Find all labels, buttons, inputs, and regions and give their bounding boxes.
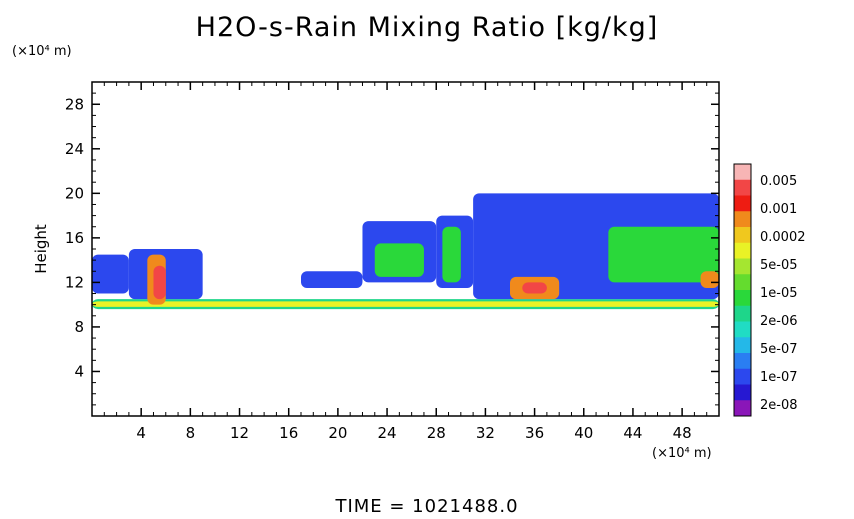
chart-title: H2O-s-Rain Mixing Ratio [kg/kg] xyxy=(195,12,659,43)
y-tick-label: 20 xyxy=(65,184,84,202)
colorbar-swatch xyxy=(734,353,751,370)
colorbar-swatch xyxy=(734,258,751,275)
colorbar-swatch xyxy=(734,211,751,228)
plot-fills xyxy=(92,193,719,310)
x-tick-label: 20 xyxy=(328,424,347,442)
x-axis-unit: (×10⁴ m) xyxy=(652,446,712,461)
y-axis-label: Height xyxy=(32,224,50,274)
heatmap-region xyxy=(442,226,461,283)
y-tick-label: 16 xyxy=(65,229,84,247)
heatmap-region xyxy=(301,271,363,288)
colorbar-label: 0.005 xyxy=(760,174,797,189)
colorbar-swatch xyxy=(734,195,751,212)
colorbar-label: 2e-08 xyxy=(760,398,798,413)
y-axis-unit: (×10⁴ m) xyxy=(12,44,72,59)
x-tick-label: 12 xyxy=(230,424,249,442)
y-tick-label: 28 xyxy=(65,95,84,113)
colorbar-swatch xyxy=(734,179,751,196)
colorbar-swatch xyxy=(734,227,751,244)
time-label: TIME = 1021488.0 xyxy=(335,496,519,517)
colorbar-label: 1e-05 xyxy=(760,286,798,301)
colorbar: 0.005 0.001 0.0002 5e-05 1e-05 2e-06 5e-07 1e-0… xyxy=(733,163,806,417)
heatmap-region xyxy=(92,254,129,294)
y-tick-label: 24 xyxy=(65,140,84,158)
heatmap-region xyxy=(374,243,424,277)
x-tick-label: 32 xyxy=(476,424,495,442)
colorbar-label: 0.0002 xyxy=(760,230,806,245)
x-tick-label: 16 xyxy=(279,424,298,442)
colorbar-swatch xyxy=(734,384,751,401)
y-tick-label: 12 xyxy=(65,273,84,291)
colorbar-label: 5e-05 xyxy=(760,258,798,273)
colorbar-label: 1e-07 xyxy=(760,370,798,385)
colorbar-swatch xyxy=(734,321,751,338)
y-tick-label: 8 xyxy=(74,318,84,336)
colorbar-swatch xyxy=(734,164,751,181)
colorbar-label: 0.001 xyxy=(760,202,797,217)
heatmap-region xyxy=(700,271,719,288)
colorbar-swatch xyxy=(734,290,751,307)
colorbar-label: 2e-06 xyxy=(760,314,798,329)
colorbar-swatch xyxy=(734,242,751,259)
x-tick-label: 48 xyxy=(673,424,692,442)
x-tick-label: 40 xyxy=(574,424,593,442)
colorbar-label: 5e-07 xyxy=(760,342,798,357)
x-tick-label: 28 xyxy=(427,424,446,442)
colorbar-swatch xyxy=(734,337,751,354)
x-tick-label: 8 xyxy=(186,424,196,442)
x-tick-label: 36 xyxy=(525,424,544,442)
heatmap-region xyxy=(92,301,719,307)
colorbar-swatch xyxy=(734,305,751,322)
colorbar-swatch xyxy=(734,400,751,417)
x-tick-label: 44 xyxy=(623,424,642,442)
heatmap-region xyxy=(608,226,719,283)
heatmap-region xyxy=(522,282,547,294)
colorbar-swatch xyxy=(734,274,751,291)
colorbar-frame xyxy=(733,163,752,417)
x-tick-label: 24 xyxy=(378,424,397,442)
y-tick-label: 4 xyxy=(74,362,84,380)
colorbar-swatch xyxy=(734,368,751,385)
x-tick-label: 4 xyxy=(136,424,146,442)
heatmap-region xyxy=(153,265,166,300)
